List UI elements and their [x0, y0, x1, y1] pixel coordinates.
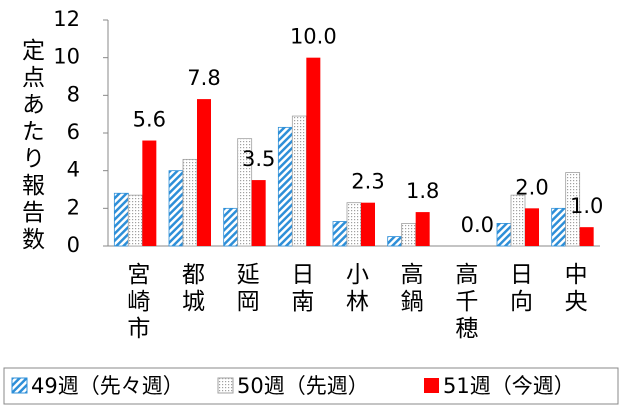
bar	[346, 202, 362, 247]
bar	[415, 212, 430, 246]
bar	[510, 194, 526, 247]
x-tick-label: 日南	[287, 262, 314, 316]
bar	[168, 170, 184, 247]
bar	[251, 180, 266, 246]
bar	[332, 221, 348, 247]
bar	[387, 236, 403, 247]
bar	[306, 57, 321, 246]
data-label: 10.0	[290, 25, 337, 49]
bar	[496, 222, 512, 247]
data-label: 1.8	[406, 179, 439, 203]
y-tick-label: 8	[67, 82, 80, 106]
data-label: 2.0	[515, 175, 548, 199]
x-tick-label: 高千穂	[451, 262, 479, 343]
legend-box	[3, 367, 619, 405]
y-axis-label: 定点あたり報告数	[18, 38, 46, 254]
y-tick-label: 6	[67, 120, 80, 144]
legend-label: 50週（先週）	[237, 374, 369, 398]
bar	[291, 115, 307, 247]
x-tick-label: 宮崎市	[123, 262, 150, 343]
bar	[551, 207, 567, 247]
bar	[525, 208, 539, 246]
bar	[127, 194, 143, 247]
y-tick-label: 12	[53, 7, 80, 31]
legend-swatch	[217, 377, 234, 394]
legend-swatch	[424, 378, 439, 393]
bar	[113, 192, 129, 247]
x-tick-label: 日向	[506, 262, 532, 316]
data-label: 2.3	[351, 170, 384, 194]
data-label: 7.8	[187, 66, 220, 90]
legend-swatch	[11, 377, 28, 394]
y-tick-label: 2	[67, 195, 80, 219]
bar	[277, 126, 293, 247]
x-tick-label: 中央	[560, 262, 588, 316]
x-tick-label: 小林	[342, 262, 370, 316]
bar	[579, 227, 594, 246]
bar	[223, 207, 239, 247]
data-label: 3.5	[242, 147, 275, 171]
bar	[401, 222, 417, 247]
bar	[361, 202, 375, 246]
data-label: 1.0	[570, 194, 603, 218]
y-tick-label: 0	[67, 233, 80, 257]
y-tick-label: 10	[53, 45, 80, 69]
y-tick-label: 4	[67, 158, 80, 182]
legend-label: 49週（先々週）	[31, 374, 184, 398]
bar	[565, 172, 581, 247]
x-tick-label: 都城	[178, 262, 206, 316]
legend-label: 51週（今週）	[443, 374, 575, 398]
x-tick-label: 高鍋	[396, 262, 424, 316]
bar	[197, 99, 211, 246]
bar	[142, 140, 157, 246]
data-label: 0.0	[461, 213, 494, 237]
bar	[182, 158, 198, 247]
data-label: 5.6	[133, 108, 166, 132]
x-tick-label: 延岡	[232, 262, 260, 316]
